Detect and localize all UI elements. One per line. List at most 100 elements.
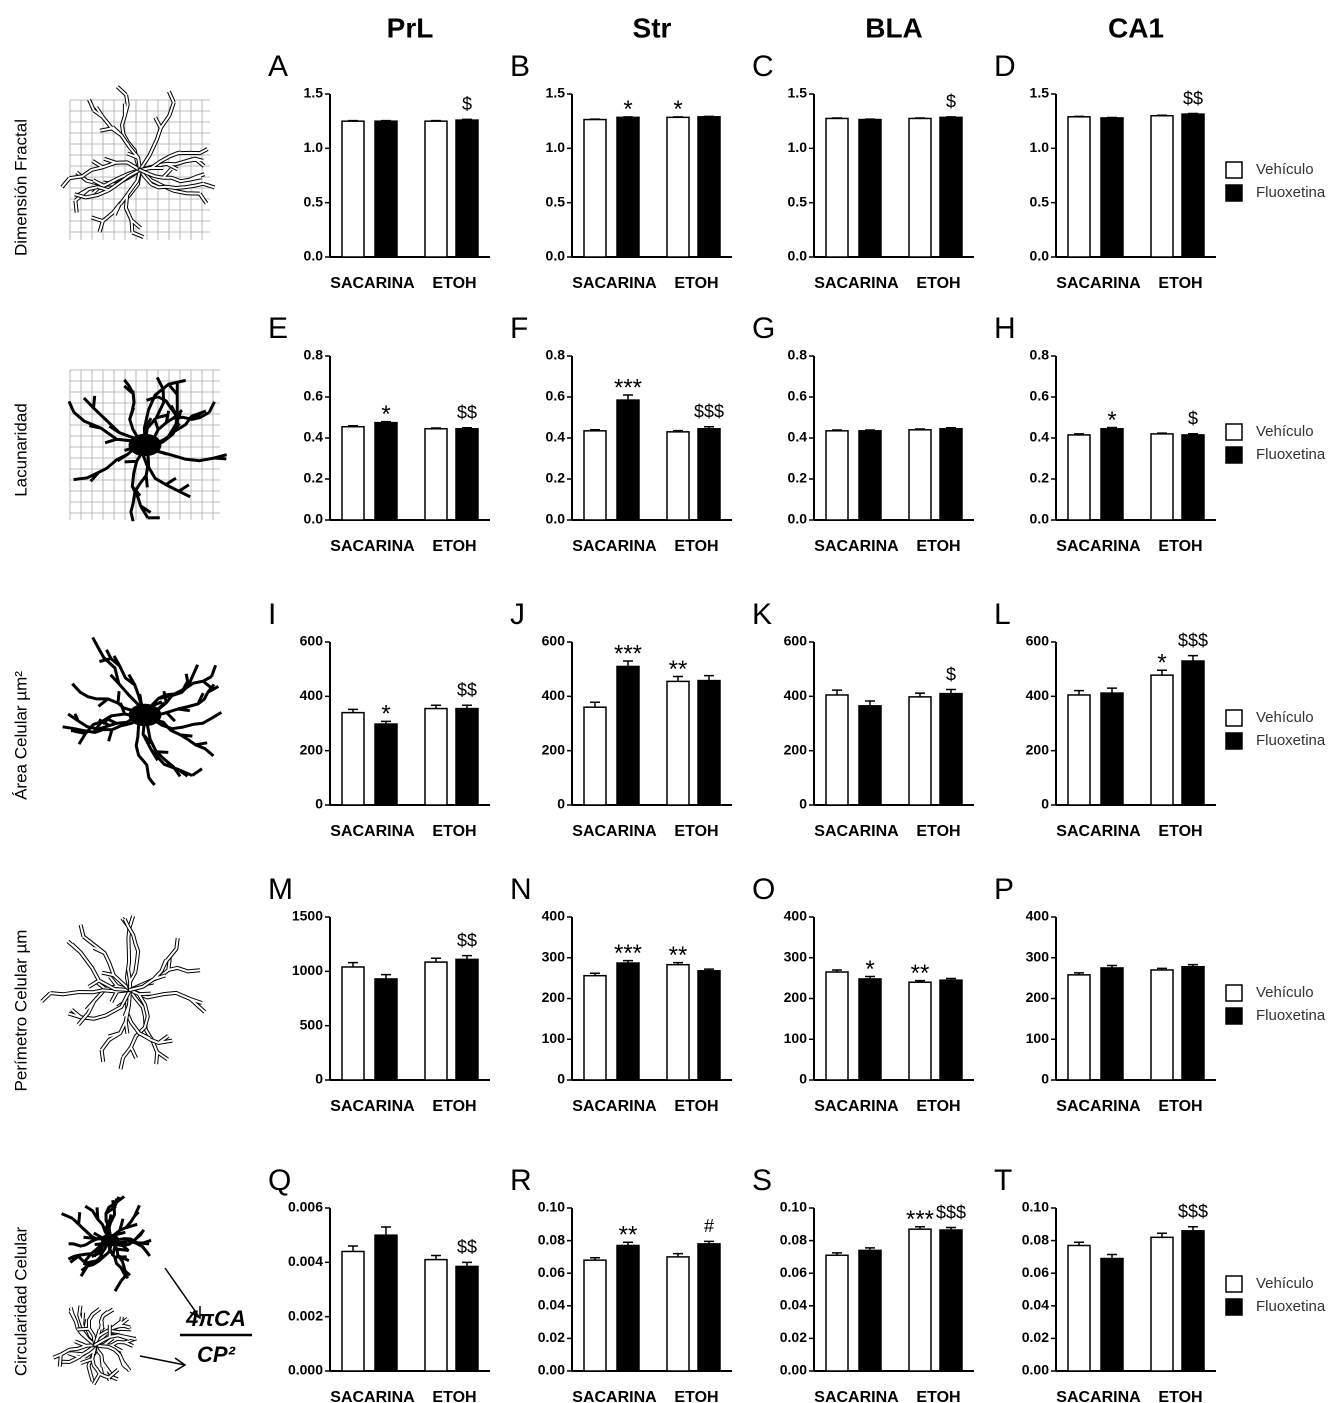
- bar: [1151, 434, 1173, 520]
- y-tick-label: 1000: [292, 962, 323, 978]
- bar: [617, 117, 639, 257]
- y-tick-label: 400: [1026, 687, 1050, 703]
- bar: [425, 962, 447, 1080]
- significance-label: ***: [614, 940, 642, 967]
- y-tick-label: 1.5: [304, 85, 324, 101]
- y-tick-label: 0.5: [788, 193, 808, 209]
- legend-label: Fluoxetina: [1256, 184, 1326, 201]
- bar: [826, 118, 848, 257]
- y-tick-label: 200: [784, 741, 808, 757]
- y-tick-label: 600: [300, 633, 324, 649]
- bar: [667, 965, 689, 1080]
- bar: [826, 695, 848, 805]
- y-tick-label: 0.6: [546, 388, 566, 404]
- error-bar: [946, 117, 956, 118]
- significance-label: #: [704, 1216, 714, 1236]
- bar: [617, 666, 639, 805]
- y-tick-label: 0.6: [1030, 388, 1050, 404]
- y-tick-label: 1.5: [788, 85, 808, 101]
- chart: P0100200300400SACARINAETOHVehículoFluoxe…: [994, 873, 1326, 1115]
- panel-letter: D: [994, 50, 1016, 83]
- bar: [342, 1251, 364, 1371]
- x-tick-label: ETOH: [1158, 275, 1202, 292]
- legend-label: Vehículo: [1256, 1275, 1314, 1292]
- bar: [1151, 116, 1173, 257]
- y-tick-label: 0: [557, 1071, 565, 1087]
- y-tick-label: 200: [784, 989, 808, 1005]
- y-tick-label: 100: [1026, 1030, 1050, 1046]
- significance-label: *: [673, 96, 682, 123]
- arrow: [165, 1268, 200, 1318]
- x-tick-label: ETOH: [674, 538, 718, 555]
- legend-swatch: [1226, 1299, 1242, 1315]
- x-tick-label: SACARINA: [1056, 823, 1141, 840]
- bar: [342, 427, 364, 520]
- y-tick-label: 600: [784, 633, 808, 649]
- x-tick-label: SACARINA: [330, 823, 415, 840]
- cell-branch: [89, 100, 140, 171]
- bar: [1182, 661, 1204, 805]
- column-title: CA1: [1108, 12, 1164, 43]
- panel-letter: E: [268, 312, 288, 345]
- bar: [698, 1244, 720, 1371]
- chart: G0.00.20.40.60.8SACARINAETOH: [752, 312, 974, 555]
- bar: [826, 431, 848, 520]
- y-tick-label: 100: [542, 1030, 566, 1046]
- legend-swatch: [1226, 162, 1242, 178]
- significance-label: $$: [457, 680, 477, 700]
- y-tick-label: 0: [557, 796, 565, 812]
- error-bar: [462, 119, 472, 120]
- y-tick-label: 0.04: [538, 1297, 565, 1313]
- bar: [1068, 1245, 1090, 1371]
- bar: [1182, 114, 1204, 257]
- bar: [826, 972, 848, 1080]
- y-tick-label: 0.5: [546, 193, 566, 209]
- x-tick-label: SACARINA: [572, 1389, 657, 1403]
- bar: [940, 117, 962, 257]
- x-tick-label: ETOH: [432, 823, 476, 840]
- y-tick-label: 0.00: [538, 1362, 565, 1378]
- significance-label: $: [462, 94, 472, 114]
- y-tick-label: 600: [1026, 633, 1050, 649]
- panel-letter: H: [994, 312, 1016, 345]
- significance-label: *: [381, 701, 390, 728]
- bar: [584, 707, 606, 805]
- bar: [698, 429, 720, 520]
- legend-swatch: [1226, 1008, 1242, 1024]
- y-tick-label: 100: [784, 1030, 808, 1046]
- error-bar: [348, 121, 358, 122]
- y-tick-label: 0.8: [1030, 347, 1050, 363]
- x-tick-label: SACARINA: [572, 275, 657, 292]
- significance-label: $$: [457, 403, 477, 423]
- y-tick-label: 0.10: [538, 1199, 565, 1215]
- y-tick-label: 0.0: [546, 511, 566, 527]
- bar: [1101, 118, 1123, 257]
- significance-label: *: [381, 401, 390, 428]
- panel-letter: G: [752, 312, 775, 345]
- x-tick-label: ETOH: [916, 823, 960, 840]
- bar: [425, 121, 447, 257]
- bar: [698, 681, 720, 805]
- y-tick-label: 0.06: [538, 1264, 565, 1280]
- bar: [1101, 1259, 1123, 1371]
- legend-swatch: [1226, 447, 1242, 463]
- x-tick-label: ETOH: [1158, 538, 1202, 555]
- y-tick-label: 0.08: [1022, 1231, 1049, 1247]
- y-tick-label: 0.02: [1022, 1329, 1049, 1345]
- bar: [584, 1260, 606, 1371]
- row-label: Dimensión Fractal: [11, 119, 30, 256]
- x-tick-label: ETOH: [674, 823, 718, 840]
- significance-label: ***: [614, 374, 642, 401]
- legend-label: Fluoxetina: [1256, 1298, 1326, 1315]
- bar: [584, 976, 606, 1080]
- y-tick-label: 0.2: [1030, 470, 1050, 486]
- significance-label: $: [946, 92, 956, 112]
- bar: [1068, 435, 1090, 520]
- y-tick-label: 400: [542, 687, 566, 703]
- y-tick-label: 0.02: [538, 1329, 565, 1345]
- panel-letter: B: [510, 50, 530, 83]
- figure: 4πCA CP² PrLStrBLACA1Dimensión FractalLa…: [0, 0, 1341, 1403]
- panel-letter: C: [752, 50, 774, 83]
- y-tick-label: 0.0: [788, 248, 808, 264]
